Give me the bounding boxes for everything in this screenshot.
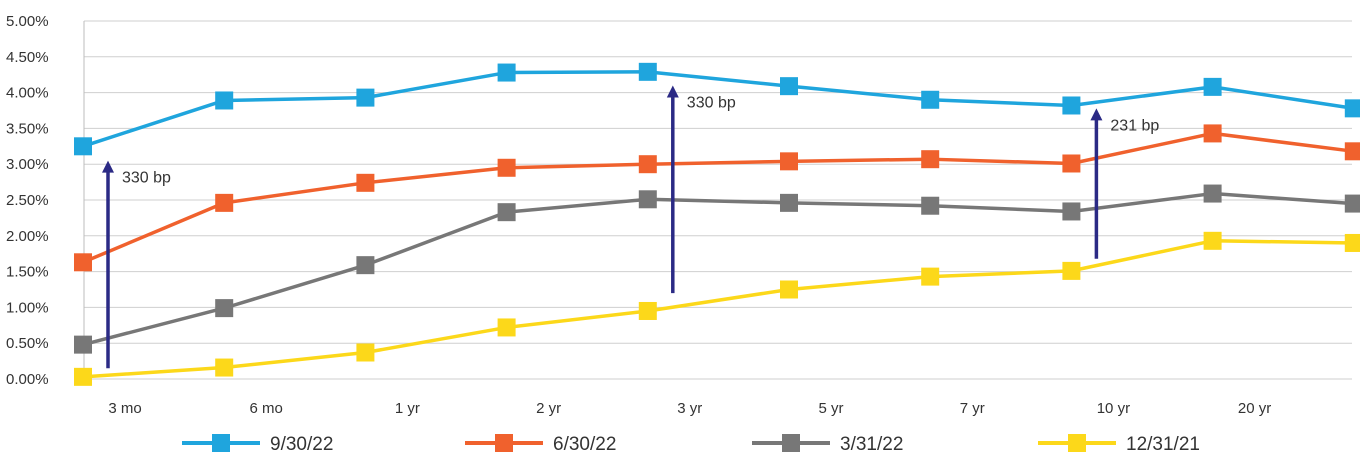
- data-point-marker: [74, 253, 92, 272]
- y-tick-label: 0.50%: [6, 335, 49, 352]
- data-point-marker: [356, 173, 375, 192]
- data-point-marker: [1344, 233, 1360, 252]
- x-tick-label: 10 yr: [1097, 400, 1130, 417]
- data-point-marker: [921, 90, 940, 109]
- data-point-marker: [215, 299, 234, 318]
- data-point-marker: [74, 335, 92, 354]
- legend-marker: [495, 434, 513, 452]
- annotation-label: 231 bp: [1110, 117, 1159, 134]
- x-tick-label: 7 yr: [960, 400, 985, 417]
- x-tick-label: 6 mo: [250, 400, 283, 417]
- data-point-marker: [215, 193, 234, 212]
- y-tick-label: 1.50%: [6, 264, 49, 281]
- data-point-marker: [356, 343, 375, 362]
- data-point-marker: [638, 62, 657, 81]
- data-point-marker: [1344, 142, 1360, 161]
- legend-label: 3/31/22: [840, 434, 903, 454]
- data-point-marker: [780, 152, 798, 171]
- x-tick-label: 2 yr: [536, 400, 561, 417]
- y-tick-label: 5.00%: [6, 13, 49, 30]
- legend-label: 6/30/22: [553, 434, 616, 454]
- data-point-marker: [1062, 96, 1081, 115]
- y-tick-label: 4.50%: [6, 49, 49, 66]
- x-tick-label: 20 yr: [1238, 400, 1271, 417]
- data-point-marker: [1203, 184, 1222, 203]
- data-point-marker: [1062, 202, 1081, 221]
- series-line: [82, 239, 1354, 379]
- data-point-marker: [1344, 99, 1360, 118]
- data-point-marker: [638, 190, 657, 209]
- data-point-marker: [74, 137, 92, 156]
- data-point-marker: [497, 158, 516, 177]
- data-point-marker: [921, 267, 940, 286]
- x-tick-label: 1 yr: [395, 400, 420, 417]
- legend-marker: [782, 434, 800, 452]
- data-point-marker: [921, 196, 940, 215]
- annotation-arrowhead: [102, 160, 114, 173]
- data-point-marker: [638, 155, 657, 174]
- data-point-marker: [215, 91, 234, 110]
- legend-marker: [212, 434, 230, 452]
- data-point-marker: [1344, 194, 1360, 213]
- data-point-marker: [1203, 77, 1222, 96]
- data-point-marker: [780, 280, 798, 299]
- data-point-marker: [1203, 124, 1222, 143]
- annotation-arrowhead: [1090, 108, 1103, 121]
- series-line: [82, 70, 1355, 148]
- y-tick-label: 0.00%: [6, 371, 49, 388]
- annotation-arrowhead: [666, 85, 679, 98]
- series-lines: [74, 62, 1360, 386]
- annotations: 330 bp 330 bp 231 bp: [102, 85, 1159, 369]
- y-tick-label: 2.00%: [6, 228, 49, 245]
- legend-marker: [1068, 434, 1086, 452]
- annotation-label: 330 bp: [122, 170, 171, 187]
- data-point-marker: [497, 63, 516, 82]
- x-tick-label: 5 yr: [818, 400, 843, 417]
- data-point-marker: [780, 77, 798, 96]
- y-tick-label: 2.50%: [6, 192, 49, 209]
- data-point-marker: [215, 358, 234, 377]
- y-tick-label: 3.50%: [6, 120, 49, 137]
- annotation-label: 330 bp: [687, 94, 736, 111]
- data-point-marker: [356, 256, 375, 275]
- data-point-marker: [356, 88, 375, 107]
- data-point-marker: [638, 301, 657, 320]
- data-point-marker: [74, 367, 92, 386]
- data-point-marker: [497, 318, 516, 337]
- legend: 9/30/22 6/30/22 3/31/22 12/31/21: [182, 434, 1200, 455]
- data-point-marker: [497, 203, 516, 222]
- data-point-marker: [1062, 154, 1081, 173]
- x-tick-label: 3 yr: [677, 400, 702, 417]
- y-tick-label: 4.00%: [6, 85, 49, 102]
- y-tick-label: 3.00%: [6, 156, 49, 173]
- series-line: [82, 131, 1355, 264]
- y-tick-label: 1.00%: [6, 299, 49, 316]
- y-axis-labels: 0.00% 0.50% 1.00% 1.50% 2.00% 2.50% 3.00% 3.50%…: [6, 13, 49, 388]
- x-tick-label: 3 mo: [108, 400, 141, 417]
- legend-label: 9/30/22: [270, 434, 333, 454]
- series-line: [82, 191, 1354, 347]
- data-point-marker: [921, 150, 940, 169]
- data-point-marker: [1203, 231, 1222, 250]
- legend-label: 12/31/21: [1126, 434, 1200, 454]
- data-point-marker: [780, 193, 798, 212]
- data-point-marker: [1062, 261, 1081, 280]
